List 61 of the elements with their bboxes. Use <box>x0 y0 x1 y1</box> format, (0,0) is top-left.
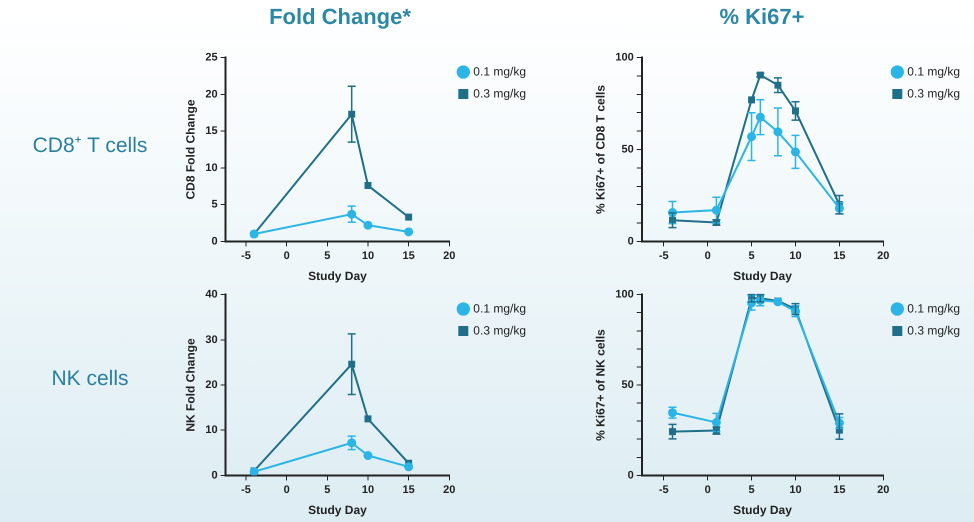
x-tick-label: -5 <box>241 484 251 496</box>
y-axis-title: NK Fold Change <box>184 338 198 432</box>
y-tick-label: 20 <box>205 88 218 100</box>
y-tick-label: 0 <box>628 469 634 482</box>
x-tick-label: -5 <box>658 484 669 496</box>
x-tick-label: -5 <box>658 250 669 262</box>
y-tick-label: 5 <box>212 198 218 211</box>
x-tick-label: 20 <box>877 484 890 496</box>
y-tick-label: 100 <box>615 52 634 64</box>
legend-label: 0.1 mg/kg <box>473 64 526 78</box>
x-tick-label: 5 <box>324 484 330 496</box>
x-axis-title: Study Day <box>308 503 368 518</box>
y-tick-label: 10 <box>205 162 218 174</box>
y-tick-label: 40 <box>205 288 218 301</box>
chart-title: % Ki67+ <box>718 4 806 31</box>
x-tick-label: 5 <box>324 250 330 262</box>
legend-label: 0.3 mg/kg <box>473 323 526 338</box>
x-tick-label: -5 <box>241 250 251 262</box>
x-tick-label: 10 <box>789 250 802 262</box>
y-tick-label: 25 <box>205 52 218 64</box>
legend-label: 0.1 mg/kg <box>907 64 960 78</box>
x-tick-label: 5 <box>748 250 755 262</box>
x-tick-label: 15 <box>833 250 846 262</box>
y-tick-label: 0 <box>212 235 218 248</box>
text: NK cells <box>50 367 130 391</box>
chart-title: Fold Change* <box>268 4 412 31</box>
x-tick-label: 15 <box>402 250 415 262</box>
y-axis-title: CD8 Fold Change <box>184 99 198 200</box>
x-axis-title: Study Day <box>308 269 368 284</box>
x-tick-label: 10 <box>362 484 374 496</box>
y-axis-title: % Ki67+ of NK cells <box>594 328 608 441</box>
x-tick-label: 10 <box>362 250 374 262</box>
x-tick-label: 15 <box>402 484 415 496</box>
x-tick-label: 20 <box>877 250 890 262</box>
x-axis-title: Study Day <box>733 269 792 284</box>
legend-label: 0.1 mg/kg <box>473 301 526 316</box>
x-axis-title: Study Day <box>733 503 792 518</box>
legend-label: 0.3 mg/kg <box>907 323 960 338</box>
y-tick-label: 0 <box>212 469 218 482</box>
legend-label: 0.1 mg/kg <box>907 301 960 316</box>
y-tick-label: 50 <box>622 379 634 392</box>
y-tick-label: 10 <box>205 424 218 436</box>
legend-label: 0.3 mg/kg <box>473 86 526 100</box>
y-tick-label: 20 <box>205 379 218 392</box>
x-tick-label: 5 <box>748 484 755 496</box>
x-tick-label: 0 <box>704 250 711 262</box>
y-tick-label: 30 <box>205 334 218 346</box>
x-tick-label: 0 <box>284 250 290 262</box>
x-tick-label: 0 <box>704 484 711 496</box>
y-tick-label: 50 <box>622 144 634 156</box>
x-tick-label: 0 <box>284 484 290 496</box>
x-tick-label: 10 <box>789 484 802 496</box>
y-tick-label: 100 <box>615 288 634 301</box>
y-axis-title: % Ki67+ of CD8 T cells <box>594 84 608 214</box>
x-tick-label: 20 <box>443 250 456 262</box>
y-tick-label: 0 <box>628 235 634 248</box>
legend-label: 0.3 mg/kg <box>907 86 960 100</box>
text: CD8⁺ T cells <box>32 133 148 158</box>
x-tick-label: 15 <box>833 484 846 496</box>
y-tick-label: 15 <box>205 125 218 138</box>
x-tick-label: 20 <box>443 484 456 496</box>
